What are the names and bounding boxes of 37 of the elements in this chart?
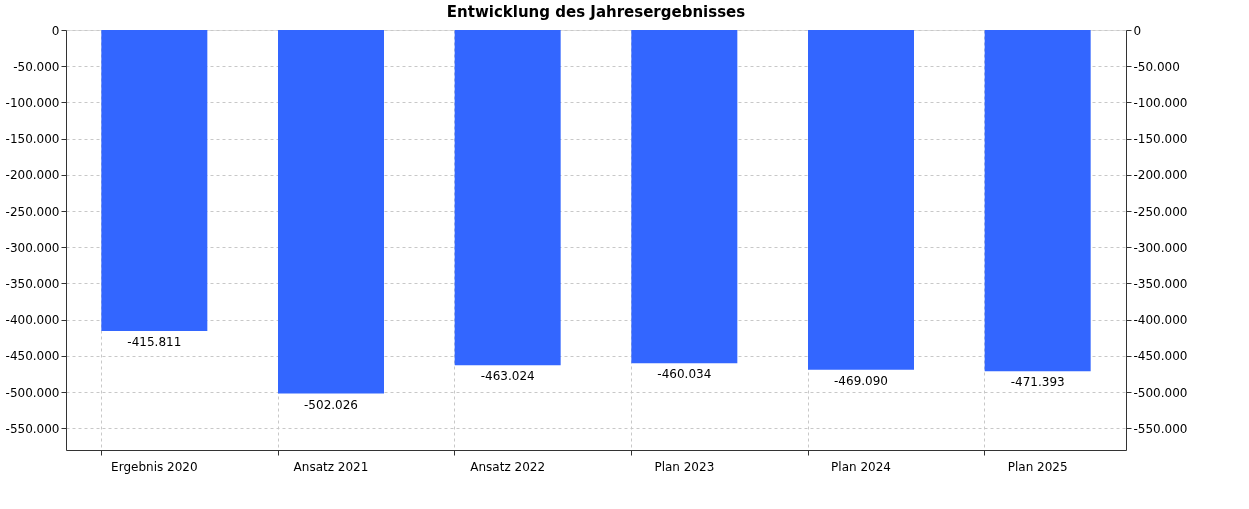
y-tick-label: -150.000 xyxy=(5,132,60,147)
y-tick-label: -500.000 xyxy=(5,385,60,400)
chart-title: Entwicklung des Jahresergebnisses xyxy=(446,3,746,21)
data-label: -463.024 xyxy=(480,369,535,384)
y-tick-label: -250.000 xyxy=(5,204,60,219)
data-label: -469.090 xyxy=(834,373,888,388)
y-tick-label: -400.000 xyxy=(5,313,60,328)
y2-tick-label: -300.000 xyxy=(1133,240,1188,255)
x-tick-label: Ergebnis 2020 xyxy=(111,459,198,474)
y-tick-label: -550.000 xyxy=(5,421,60,436)
data-label: -471.393 xyxy=(1010,375,1065,390)
y-tick-label: -100.000 xyxy=(5,95,60,110)
data-label: -502.026 xyxy=(304,397,358,412)
y-tick-label: -200.000 xyxy=(5,168,60,183)
y-tick-label: -350.000 xyxy=(5,276,60,291)
y2-tick-label: -350.000 xyxy=(1133,276,1188,291)
y-tick-label: -50.000 xyxy=(13,59,60,74)
y2-tick-label: -450.000 xyxy=(1133,349,1188,364)
x-tick-label: Plan 2025 xyxy=(1007,459,1068,474)
x-tick-label: Plan 2024 xyxy=(831,459,891,474)
y-tick-label: -300.000 xyxy=(5,240,60,255)
y2-tick-label: -250.000 xyxy=(1133,204,1188,219)
data-label: -460.034 xyxy=(657,367,712,382)
y-tick-label: -450.000 xyxy=(5,349,60,364)
y2-tick-label: -550.000 xyxy=(1133,421,1188,436)
y2-tick-label: -500.000 xyxy=(1133,385,1188,400)
y2-tick-label: -100.000 xyxy=(1133,95,1188,110)
x-tick-label: Plan 2023 xyxy=(654,459,715,474)
y2-tick-label: -400.000 xyxy=(1133,313,1188,328)
y2-tick-label: -50.000 xyxy=(1133,59,1180,74)
data-label: -415.811 xyxy=(127,335,182,350)
y2-tick-label: -200.000 xyxy=(1133,168,1188,183)
x-tick-label: Ansatz 2022 xyxy=(470,459,546,474)
y2-tick-label: 0 xyxy=(1133,23,1142,38)
x-tick-label: Ansatz 2021 xyxy=(293,459,369,474)
y-tick-label: 0 xyxy=(51,23,60,38)
y2-tick-label: -150.000 xyxy=(1133,132,1188,147)
